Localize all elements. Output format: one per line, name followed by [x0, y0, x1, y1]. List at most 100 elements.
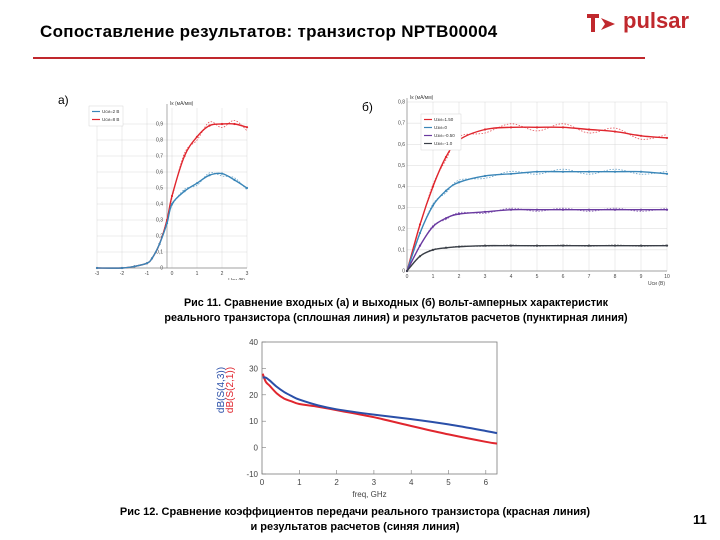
legend: Uси=2 В Uси=8 В — [88, 105, 124, 127]
data-point — [483, 244, 487, 247]
data-point — [444, 246, 448, 249]
y-tick-label: 0,6 — [398, 142, 405, 148]
data-point — [150, 257, 154, 260]
data-point — [587, 170, 591, 173]
series-dotted-line — [406, 168, 668, 272]
data-point — [587, 128, 591, 131]
data-point — [133, 265, 136, 268]
data-point — [195, 182, 199, 185]
x-tick-label: 3 — [246, 271, 249, 277]
data-point — [431, 225, 435, 228]
y-tick-label: 30 — [249, 364, 258, 373]
y-tick-label: 0,1 — [156, 250, 163, 256]
y-tick-label: 0,6 — [156, 170, 163, 176]
figure-11-caption: Рис 11. Сравнение входных (а) и выходных… — [47, 296, 720, 326]
panel-label-a: а) — [58, 93, 69, 107]
data-point — [158, 242, 161, 246]
data-point — [208, 124, 211, 127]
x-tick-label: 6 — [562, 274, 565, 280]
x-tick-label: 9 — [640, 274, 643, 280]
figure-11-caption-line2: реального транзистора (сплошная линия) и… — [164, 312, 628, 324]
legend-label: Uси=2 В — [102, 109, 119, 114]
x-tick-label: 2 — [221, 271, 224, 277]
data-point — [587, 208, 591, 211]
figure-12-caption-line2: и результатов расчетов (синяя линия) — [250, 521, 460, 533]
data-point — [245, 126, 249, 129]
y-tick-label: 0,4 — [156, 202, 163, 208]
data-point — [431, 204, 435, 207]
x-tick-label: 0 — [260, 478, 265, 487]
data-point — [170, 194, 174, 198]
legend: Uзи=1.50 Uзи=0 Uзи=-0.50 Uзи=-1.0 — [420, 113, 462, 151]
legend-label: Uзи=1.50 — [434, 117, 454, 122]
y-axis-label: dB(S(4,3)) — [216, 367, 227, 413]
data-point — [535, 208, 539, 211]
data-point — [418, 231, 422, 235]
logo-mark-icon — [587, 14, 615, 32]
data-point — [639, 208, 643, 211]
x-tick-label: 0 — [171, 271, 174, 277]
data-point — [665, 244, 669, 247]
y-tick-label: 0 — [160, 266, 163, 272]
data-point — [418, 223, 422, 226]
x-tick-label: 8 — [614, 274, 617, 280]
x-axis-label: freq, GHz — [352, 490, 386, 499]
series-line-2 — [262, 376, 498, 435]
x-axis-label: Uзи (В) — [228, 278, 245, 280]
x-tick-label: 4 — [409, 478, 414, 487]
x-tick-label: 10 — [664, 274, 670, 280]
y-tick-label: 0,7 — [398, 121, 405, 127]
x-tick-label: 0 — [406, 274, 409, 280]
y-tick-label: 0,7 — [156, 154, 163, 160]
data-point — [220, 122, 224, 126]
legend-label: Uси=8 В — [102, 117, 119, 122]
x-tick-label: 4 — [510, 274, 513, 280]
y-tick-label: 0,5 — [398, 163, 405, 169]
figure-12-caption: Рис 12. Сравнение коэффициентов передачи… — [30, 505, 680, 535]
data-point — [665, 136, 669, 140]
data-point — [220, 172, 224, 175]
y-tick-label: 0,5 — [156, 186, 163, 192]
y-tick-label: 0 — [402, 269, 405, 275]
data-point — [535, 244, 539, 247]
plot-frame — [261, 341, 498, 475]
y-tick-label: 0,3 — [398, 205, 405, 211]
x-tick-label: 1 — [297, 478, 302, 487]
x-tick-label: -2 — [120, 271, 125, 277]
data-point — [561, 208, 565, 211]
y-tick-label: 10 — [249, 417, 258, 426]
x-tick-label: -3 — [95, 271, 100, 277]
data-point — [208, 174, 211, 177]
data-point — [639, 134, 643, 137]
series-dotted-line — [406, 123, 668, 272]
data-point — [431, 185, 435, 188]
data-point — [431, 248, 435, 251]
grid — [96, 108, 248, 269]
data-point — [444, 217, 448, 220]
data-point — [613, 208, 617, 211]
data-point — [639, 170, 643, 173]
slide-title: Сопоставление результатов: транзистор NP… — [40, 22, 498, 41]
data-point — [639, 244, 643, 247]
y-tick-label: -10 — [246, 470, 258, 479]
series-dotted-line — [96, 172, 248, 269]
pulsar-logo — [587, 14, 615, 32]
x-tick-label: 7 — [588, 274, 591, 280]
data-point — [457, 245, 461, 248]
data-point — [418, 244, 422, 247]
y-tick-label: 20 — [249, 391, 258, 400]
data-point — [145, 262, 149, 265]
legend-label: Uзи=-1.0 — [434, 141, 453, 146]
brand-name: pulsar — [623, 8, 690, 33]
y-tick-label: 40 — [249, 338, 258, 347]
data-point — [613, 170, 617, 173]
series-line-1 — [261, 373, 498, 445]
data-point — [165, 222, 169, 225]
x-tick-label: -1 — [145, 271, 150, 277]
y-tick-label: 0 — [254, 444, 259, 453]
series-1 — [405, 123, 669, 273]
data-point — [233, 178, 236, 182]
x-tick-label: 5 — [536, 274, 539, 280]
x-tick-label: 1 — [432, 274, 435, 280]
